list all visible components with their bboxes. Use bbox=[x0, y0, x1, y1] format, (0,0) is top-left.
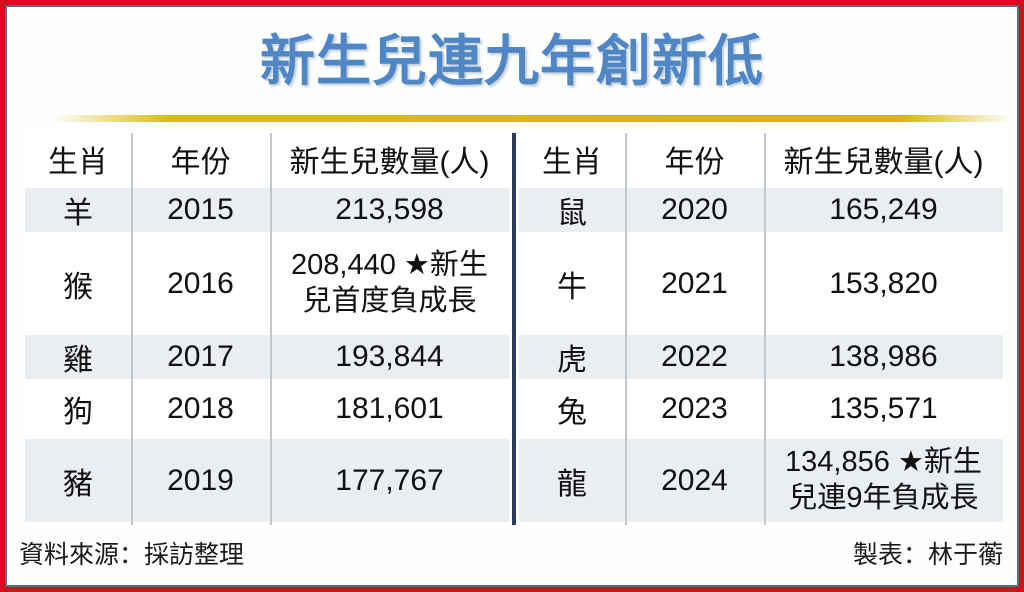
year-cell: 2019 bbox=[131, 436, 270, 525]
header-count: 新生兒數量(人) bbox=[270, 133, 509, 185]
year-cell: 2024 bbox=[625, 436, 764, 525]
zodiac-cell: 兔 bbox=[519, 382, 625, 436]
zodiac-cell: 羊 bbox=[25, 185, 131, 235]
header-zodiac: 生肖 bbox=[25, 133, 131, 185]
zodiac-cell: 雞 bbox=[25, 332, 131, 382]
zodiac-cell: 猴 bbox=[25, 235, 131, 332]
tables-area: 生肖 年份 新生兒數量(人) 羊 2015 213,598 猴 2016 208… bbox=[25, 133, 1003, 525]
count-cell: 177,767 bbox=[270, 436, 509, 525]
count-cell: 153,820 bbox=[764, 235, 1003, 332]
inner-frame: 新生兒連九年創新低 生肖 年份 新生兒數量(人) 羊 2015 213,598 … bbox=[5, 5, 1019, 587]
table-left: 生肖 年份 新生兒數量(人) 羊 2015 213,598 猴 2016 208… bbox=[25, 133, 509, 525]
count-cell-annotated: 208,440 ★新生兒首度負成長 bbox=[270, 235, 509, 332]
year-cell: 2021 bbox=[625, 235, 764, 332]
zodiac-cell: 豬 bbox=[25, 436, 131, 525]
year-cell: 2023 bbox=[625, 382, 764, 436]
count-cell: 193,844 bbox=[270, 332, 509, 382]
count-cell-annotated: 134,856 ★新生兒連9年負成長 bbox=[764, 436, 1003, 525]
source-note: 資料來源：採訪整理 bbox=[19, 541, 245, 569]
count-cell: 213,598 bbox=[270, 185, 509, 235]
header-year: 年份 bbox=[131, 133, 270, 185]
header-zodiac: 生肖 bbox=[519, 133, 625, 185]
count-cell: 135,571 bbox=[764, 382, 1003, 436]
year-cell: 2020 bbox=[625, 185, 764, 235]
year-cell: 2022 bbox=[625, 332, 764, 382]
year-cell: 2016 bbox=[131, 235, 270, 332]
year-cell: 2015 bbox=[131, 185, 270, 235]
header-count: 新生兒數量(人) bbox=[764, 133, 1003, 185]
zodiac-cell: 虎 bbox=[519, 332, 625, 382]
zodiac-cell: 狗 bbox=[25, 382, 131, 436]
page-title: 新生兒連九年創新低 bbox=[259, 30, 764, 92]
year-cell: 2017 bbox=[131, 332, 270, 382]
zodiac-cell: 鼠 bbox=[519, 185, 625, 235]
credit-note: 製表：林于蘅 bbox=[852, 541, 1003, 569]
table-right: 生肖 年份 新生兒數量(人) 鼠 2020 165,249 牛 2021 153… bbox=[519, 133, 1003, 525]
zodiac-cell: 牛 bbox=[519, 235, 625, 332]
count-cell: 181,601 bbox=[270, 382, 509, 436]
gold-rule bbox=[53, 115, 1013, 122]
count-cell: 138,986 bbox=[764, 332, 1003, 382]
count-cell: 165,249 bbox=[764, 185, 1003, 235]
center-divider bbox=[512, 133, 516, 525]
year-cell: 2018 bbox=[131, 382, 270, 436]
footer: 資料來源：採訪整理 製表：林于蘅 bbox=[19, 535, 1003, 571]
header-year: 年份 bbox=[625, 133, 764, 185]
zodiac-cell: 龍 bbox=[519, 436, 625, 525]
